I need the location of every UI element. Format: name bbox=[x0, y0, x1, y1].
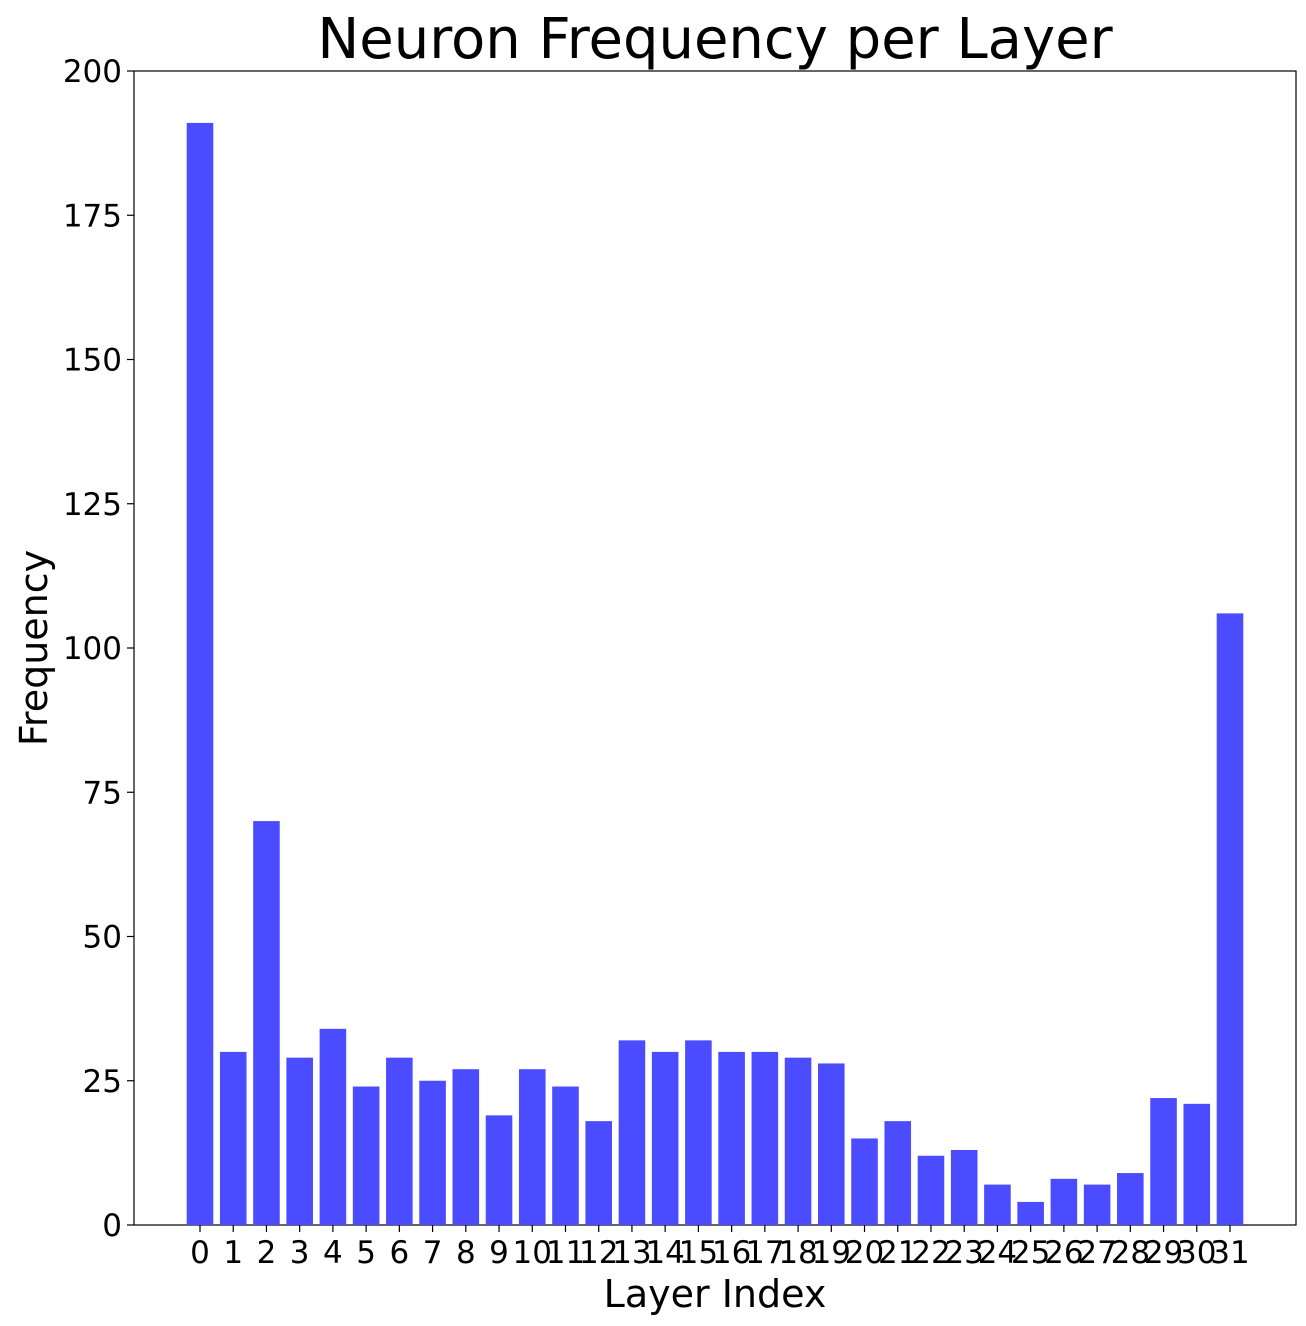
y-tick-label-150: 150 bbox=[63, 343, 122, 379]
x-tick-label-14: 14 bbox=[645, 1235, 684, 1271]
bar-layer-25 bbox=[1017, 1201, 1044, 1225]
x-tick-label-1: 1 bbox=[223, 1235, 243, 1271]
y-tick-label-100: 100 bbox=[63, 631, 122, 667]
bar-layer-6 bbox=[386, 1057, 413, 1225]
bar-layer-8 bbox=[452, 1069, 480, 1225]
x-axis-label: Layer Index bbox=[604, 1272, 827, 1316]
x-tick-label-30: 30 bbox=[1177, 1235, 1216, 1271]
bar-layer-0 bbox=[186, 122, 214, 1225]
x-tick-label-19: 19 bbox=[812, 1235, 851, 1271]
y-tick-label-125: 125 bbox=[63, 487, 122, 523]
y-tick-label-200: 200 bbox=[63, 54, 122, 90]
bar-layer-20 bbox=[851, 1138, 878, 1225]
bar-layer-14 bbox=[651, 1051, 679, 1225]
x-tick-label-31: 31 bbox=[1210, 1235, 1249, 1271]
bar-layer-15 bbox=[685, 1040, 712, 1225]
bar-layer-21 bbox=[884, 1121, 912, 1225]
x-tick-label-22: 22 bbox=[911, 1235, 950, 1271]
x-tick-label-28: 28 bbox=[1111, 1235, 1150, 1271]
y-tick-label-25: 25 bbox=[83, 1064, 122, 1100]
x-tick-label-26: 26 bbox=[1044, 1235, 1083, 1271]
x-tick-label-21: 21 bbox=[878, 1235, 917, 1271]
plot-frame bbox=[133, 70, 1297, 1226]
bar-layer-31 bbox=[1216, 613, 1244, 1225]
x-axis-ticks: 0 1 2 3 4 5 6 7 8 9 101112131415161718192021222324… bbox=[190, 1225, 1250, 1271]
bar-layer-16 bbox=[718, 1051, 745, 1225]
x-tick-label-6: 6 bbox=[389, 1235, 409, 1271]
chart-title: Neuron Frequency per Layer bbox=[317, 7, 1113, 72]
x-tick-label-24: 24 bbox=[978, 1235, 1017, 1271]
x-tick-label-7: 7 bbox=[423, 1235, 443, 1271]
bar-layer-24 bbox=[984, 1184, 1011, 1225]
bar-layer-22 bbox=[917, 1155, 945, 1225]
bar-layer-26 bbox=[1050, 1178, 1078, 1225]
x-tick-label-18: 18 bbox=[778, 1235, 817, 1271]
x-tick-label-12: 12 bbox=[579, 1235, 618, 1271]
bar-layer-1 bbox=[219, 1051, 247, 1225]
bar-layer-13 bbox=[618, 1040, 646, 1225]
bars bbox=[186, 122, 1244, 1225]
y-axis-ticks: 0 25 50 75 100 125 150 175 200 bbox=[63, 54, 134, 1244]
bar-layer-12 bbox=[585, 1121, 612, 1225]
bar-layer-9 bbox=[485, 1115, 513, 1225]
x-tick-label-8: 8 bbox=[456, 1235, 476, 1271]
y-tick-label-175: 175 bbox=[63, 198, 122, 234]
x-tick-label-20: 20 bbox=[845, 1235, 884, 1271]
bar-layer-23 bbox=[950, 1149, 978, 1225]
bar-layer-30 bbox=[1183, 1103, 1211, 1225]
y-tick-label-75: 75 bbox=[83, 775, 122, 811]
bar-layer-28 bbox=[1117, 1173, 1144, 1225]
bar-layer-18 bbox=[784, 1057, 812, 1225]
bar-layer-5 bbox=[352, 1086, 380, 1225]
y-tick-label-50: 50 bbox=[83, 920, 122, 956]
bar-layer-7 bbox=[419, 1080, 446, 1225]
x-tick-label-15: 15 bbox=[679, 1235, 718, 1271]
y-tick-label-0: 0 bbox=[102, 1208, 122, 1244]
bar-layer-10 bbox=[518, 1069, 546, 1225]
x-tick-label-17: 17 bbox=[745, 1235, 784, 1271]
x-tick-label-5: 5 bbox=[356, 1235, 376, 1271]
x-tick-label-10: 10 bbox=[513, 1235, 552, 1271]
plot-area: 0 1 2 3 4 5 6 7 8 9 101112131415161718192021222324… bbox=[63, 54, 1297, 1271]
bar-layer-19 bbox=[818, 1063, 845, 1225]
x-tick-label-2: 2 bbox=[257, 1235, 277, 1271]
x-tick-label-29: 29 bbox=[1144, 1235, 1183, 1271]
bar-layer-4 bbox=[319, 1028, 347, 1225]
bar-layer-17 bbox=[751, 1051, 779, 1225]
x-tick-label-27: 27 bbox=[1077, 1235, 1116, 1271]
bar-layer-11 bbox=[552, 1086, 579, 1225]
bar-layer-29 bbox=[1150, 1098, 1177, 1225]
x-tick-label-23: 23 bbox=[944, 1235, 983, 1271]
x-tick-label-13: 13 bbox=[612, 1235, 651, 1271]
x-tick-label-25: 25 bbox=[1011, 1235, 1050, 1271]
y-axis-label: Frequency bbox=[12, 550, 56, 746]
x-tick-label-4: 4 bbox=[323, 1235, 343, 1271]
x-tick-label-9: 9 bbox=[489, 1235, 509, 1271]
x-tick-label-0: 0 bbox=[190, 1235, 210, 1271]
x-tick-label-3: 3 bbox=[290, 1235, 310, 1271]
bar-layer-27 bbox=[1083, 1184, 1111, 1225]
x-tick-label-11: 11 bbox=[546, 1235, 585, 1271]
x-tick-label-16: 16 bbox=[712, 1235, 751, 1271]
bar-layer-3 bbox=[286, 1057, 313, 1225]
bar-layer-2 bbox=[253, 821, 280, 1225]
